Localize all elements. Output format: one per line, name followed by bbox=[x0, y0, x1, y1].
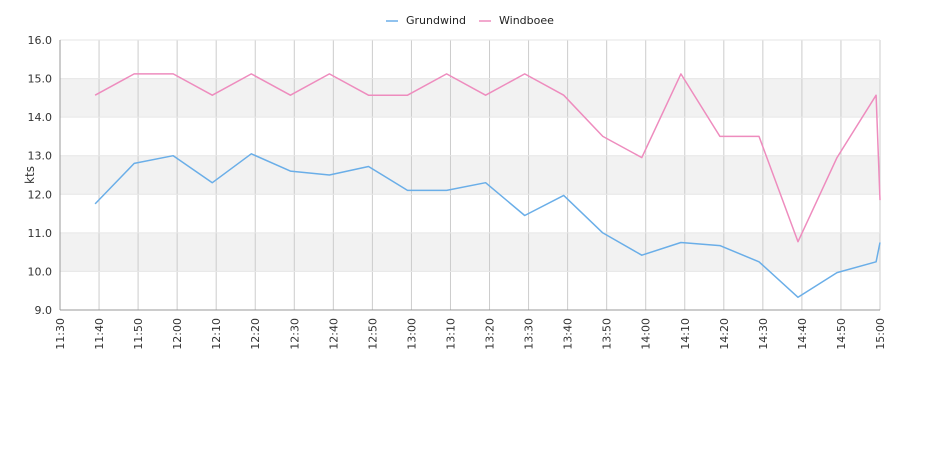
x-tick-label: 13:50 bbox=[601, 318, 614, 350]
x-tick-label: 11:30 bbox=[54, 318, 67, 350]
axes bbox=[59, 40, 880, 311]
y-tick-label: 15.0 bbox=[28, 73, 53, 86]
x-tick-label: 11:40 bbox=[93, 318, 106, 350]
y-tick-label: 10.0 bbox=[28, 265, 53, 278]
y-tick-label: 11.0 bbox=[28, 227, 53, 240]
y-tick-label: 13.0 bbox=[28, 150, 53, 163]
y-tick-label: 16.0 bbox=[28, 34, 53, 47]
x-tick-label: 11:50 bbox=[132, 318, 145, 350]
series-line-grundwind bbox=[94, 153, 881, 299]
y-tick-label: 14.0 bbox=[28, 111, 53, 124]
x-tick-label: 13:40 bbox=[562, 318, 575, 350]
x-tick-label: 13:00 bbox=[405, 318, 418, 350]
grid-band bbox=[60, 78, 880, 118]
y-tick-label: 12.0 bbox=[28, 188, 53, 201]
x-tick-label: 14:00 bbox=[640, 318, 653, 350]
x-tick-label: 13:20 bbox=[484, 318, 497, 350]
series-lines bbox=[94, 73, 881, 299]
x-tick-label: 14:30 bbox=[757, 318, 770, 350]
x-tick-label: 12:40 bbox=[327, 318, 340, 350]
x-tick-label: 12:30 bbox=[288, 318, 301, 350]
series-line-windboee bbox=[94, 73, 881, 243]
y-axis-title: kts bbox=[23, 166, 37, 184]
x-tick-label: 15:00 bbox=[874, 318, 887, 350]
x-tick-label: 13:30 bbox=[523, 318, 536, 350]
vertical-gridlines bbox=[59, 40, 881, 310]
x-tick-label: 14:50 bbox=[835, 318, 848, 350]
legend-label: Grundwind bbox=[406, 14, 466, 27]
x-tick-labels: 11:30 11:40 11:50 12:00 12:10 12:20 12:30 12:40… bbox=[54, 318, 887, 350]
y-tick-label: 9.0 bbox=[35, 304, 53, 317]
legend-label: Windboee bbox=[499, 14, 554, 27]
x-tick-label: 12:00 bbox=[171, 318, 184, 350]
x-tick-label: 14:40 bbox=[796, 318, 809, 350]
grid-bands bbox=[60, 78, 880, 272]
grid-band bbox=[60, 155, 880, 195]
x-tick-label: 12:50 bbox=[366, 318, 379, 350]
grid-band bbox=[60, 232, 880, 272]
legend: Grundwind Windboee bbox=[386, 14, 554, 27]
y-tick-labels: 9.0 10.0 11.0 12.0 13.0 14.0 15.0 16.0 bbox=[28, 34, 53, 317]
x-tick-label: 12:20 bbox=[249, 318, 262, 350]
x-tick-label: 12:10 bbox=[210, 318, 223, 350]
x-tick-label: 14:20 bbox=[718, 318, 731, 350]
x-tick-label: 13:10 bbox=[444, 318, 457, 350]
x-tick-label: 14:10 bbox=[679, 318, 692, 350]
